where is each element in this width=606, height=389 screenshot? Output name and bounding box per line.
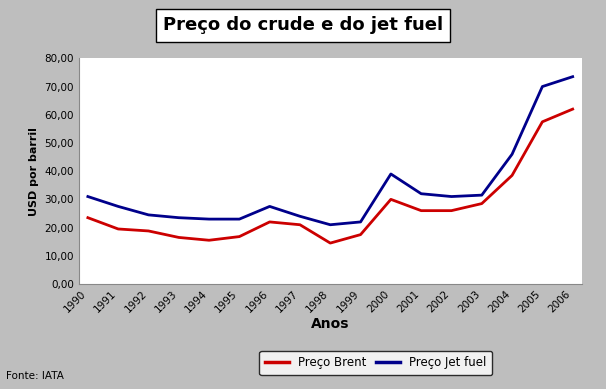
Preço Jet fuel bbox=[115, 204, 122, 209]
Preço Jet fuel bbox=[387, 172, 395, 176]
Preço Jet fuel bbox=[418, 191, 425, 196]
Preço Jet fuel bbox=[296, 214, 304, 219]
Preço Jet fuel bbox=[357, 220, 364, 224]
Preço Brent bbox=[175, 235, 182, 240]
Preço Brent bbox=[508, 173, 516, 178]
Y-axis label: USD por barril: USD por barril bbox=[29, 127, 39, 216]
Preço Jet fuel bbox=[508, 152, 516, 157]
Preço Brent bbox=[205, 238, 213, 243]
Preço Brent bbox=[266, 220, 273, 224]
Preço Brent bbox=[327, 241, 334, 245]
Preço Jet fuel bbox=[539, 84, 546, 89]
Line: Preço Brent: Preço Brent bbox=[88, 109, 573, 243]
Preço Brent bbox=[569, 107, 576, 112]
Preço Brent bbox=[357, 232, 364, 237]
Preço Jet fuel bbox=[569, 74, 576, 79]
Preço Brent bbox=[387, 197, 395, 202]
Preço Jet fuel bbox=[478, 193, 485, 198]
Legend: Preço Brent, Preço Jet fuel: Preço Brent, Preço Jet fuel bbox=[259, 350, 492, 375]
Text: Preço do crude e do jet fuel: Preço do crude e do jet fuel bbox=[163, 16, 443, 34]
Preço Brent bbox=[418, 209, 425, 213]
Preço Jet fuel bbox=[266, 204, 273, 209]
Preço Brent bbox=[115, 227, 122, 231]
Preço Jet fuel bbox=[145, 212, 152, 217]
Preço Brent bbox=[448, 209, 455, 213]
Preço Brent bbox=[296, 223, 304, 227]
Preço Jet fuel bbox=[448, 194, 455, 199]
Preço Brent bbox=[478, 201, 485, 206]
Preço Jet fuel bbox=[236, 217, 243, 221]
Text: Fonte: IATA: Fonte: IATA bbox=[6, 371, 64, 381]
Preço Jet fuel bbox=[205, 217, 213, 221]
X-axis label: Anos: Anos bbox=[311, 317, 350, 331]
Preço Jet fuel bbox=[175, 216, 182, 220]
Line: Preço Jet fuel: Preço Jet fuel bbox=[88, 77, 573, 225]
Preço Jet fuel bbox=[327, 223, 334, 227]
Preço Brent bbox=[84, 216, 92, 220]
Preço Brent bbox=[145, 229, 152, 233]
Preço Jet fuel bbox=[84, 194, 92, 199]
Preço Brent bbox=[539, 119, 546, 124]
Preço Brent bbox=[236, 234, 243, 239]
